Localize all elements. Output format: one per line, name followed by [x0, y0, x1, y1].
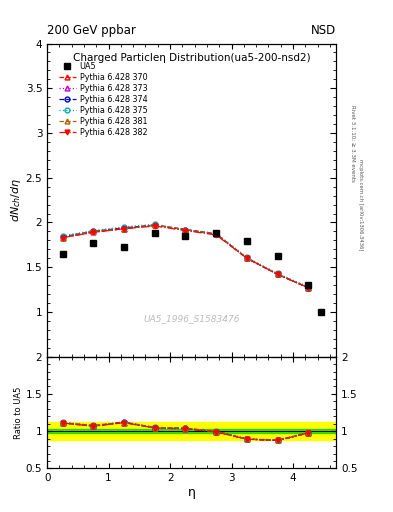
- X-axis label: η: η: [187, 486, 196, 499]
- UA5: [91, 240, 95, 246]
- UA5: [306, 282, 311, 288]
- Pythia 6.428 370: [214, 231, 219, 237]
- Pythia 6.428 370: [91, 229, 95, 236]
- Pythia 6.428 373: [244, 255, 249, 261]
- UA5: [152, 230, 157, 236]
- Pythia 6.428 374: [306, 285, 311, 291]
- Pythia 6.428 373: [152, 222, 157, 228]
- Pythia 6.428 381: [306, 285, 311, 291]
- Legend: UA5, Pythia 6.428 370, Pythia 6.428 373, Pythia 6.428 374, Pythia 6.428 375, Pyt: UA5, Pythia 6.428 370, Pythia 6.428 373,…: [57, 60, 149, 138]
- Pythia 6.428 370: [183, 226, 188, 232]
- Pythia 6.428 375: [275, 270, 280, 276]
- Pythia 6.428 375: [306, 284, 311, 290]
- Line: Pythia 6.428 381: Pythia 6.428 381: [60, 223, 311, 290]
- Pythia 6.428 373: [183, 227, 188, 233]
- Y-axis label: Ratio to UA5: Ratio to UA5: [14, 387, 23, 439]
- Pythia 6.428 374: [214, 231, 219, 237]
- Pythia 6.428 381: [244, 255, 249, 261]
- Pythia 6.428 370: [152, 222, 157, 228]
- Pythia 6.428 381: [152, 222, 157, 228]
- Line: Pythia 6.428 375: Pythia 6.428 375: [60, 222, 311, 289]
- Pythia 6.428 374: [60, 233, 65, 240]
- Text: UA5_1996_S1583476: UA5_1996_S1583476: [143, 314, 240, 324]
- UA5: [214, 230, 219, 236]
- Pythia 6.428 382: [60, 234, 65, 241]
- Pythia 6.428 374: [121, 225, 126, 231]
- Text: NSD: NSD: [311, 24, 336, 37]
- Pythia 6.428 375: [91, 227, 95, 233]
- Line: Pythia 6.428 382: Pythia 6.428 382: [60, 224, 311, 290]
- Pythia 6.428 381: [91, 228, 95, 234]
- Pythia 6.428 375: [60, 233, 65, 239]
- Pythia 6.428 375: [214, 230, 219, 236]
- Pythia 6.428 370: [275, 271, 280, 278]
- Pythia 6.428 374: [152, 222, 157, 228]
- Pythia 6.428 374: [244, 255, 249, 261]
- UA5: [60, 251, 65, 257]
- Pythia 6.428 373: [275, 271, 280, 278]
- Pythia 6.428 373: [214, 231, 219, 237]
- Pythia 6.428 382: [121, 226, 126, 232]
- Pythia 6.428 374: [275, 271, 280, 278]
- Text: 200 GeV ppbar: 200 GeV ppbar: [47, 24, 136, 37]
- Pythia 6.428 381: [275, 271, 280, 278]
- Pythia 6.428 375: [244, 254, 249, 261]
- UA5: [121, 244, 126, 250]
- Pythia 6.428 375: [152, 221, 157, 227]
- Line: Pythia 6.428 370: Pythia 6.428 370: [60, 223, 311, 290]
- UA5: [183, 233, 188, 239]
- Pythia 6.428 374: [183, 226, 188, 232]
- Pythia 6.428 381: [121, 226, 126, 232]
- Pythia 6.428 382: [306, 285, 311, 291]
- Pythia 6.428 373: [306, 285, 311, 291]
- Y-axis label: $dN_{ch}/d\eta$: $dN_{ch}/d\eta$: [9, 178, 23, 222]
- Pythia 6.428 381: [183, 226, 188, 232]
- Pythia 6.428 382: [152, 223, 157, 229]
- Pythia 6.428 373: [91, 228, 95, 234]
- Line: UA5: UA5: [59, 230, 324, 315]
- Pythia 6.428 375: [121, 224, 126, 230]
- Pythia 6.428 382: [275, 271, 280, 278]
- Pythia 6.428 373: [121, 226, 126, 232]
- Pythia 6.428 375: [183, 226, 188, 232]
- Pythia 6.428 370: [306, 285, 311, 291]
- Pythia 6.428 382: [214, 232, 219, 238]
- Pythia 6.428 370: [121, 226, 126, 232]
- UA5: [318, 309, 323, 315]
- Pythia 6.428 374: [91, 228, 95, 234]
- UA5: [275, 253, 280, 260]
- Pythia 6.428 382: [183, 227, 188, 233]
- Pythia 6.428 381: [214, 231, 219, 237]
- Pythia 6.428 373: [60, 233, 65, 240]
- Pythia 6.428 370: [244, 255, 249, 261]
- Pythia 6.428 381: [60, 234, 65, 241]
- Line: Pythia 6.428 373: Pythia 6.428 373: [60, 223, 311, 290]
- Text: Rivet 3.1.10; ≥ 3.3M events: Rivet 3.1.10; ≥ 3.3M events: [351, 105, 356, 182]
- Pythia 6.428 382: [244, 255, 249, 261]
- Pythia 6.428 370: [60, 234, 65, 241]
- Line: Pythia 6.428 374: Pythia 6.428 374: [60, 223, 311, 290]
- Pythia 6.428 382: [91, 229, 95, 236]
- Text: mcplots.cern.ch [arXiv:1306.3436]: mcplots.cern.ch [arXiv:1306.3436]: [358, 159, 363, 250]
- Text: Charged Particleη Distribution(ua5-200-nsd2): Charged Particleη Distribution(ua5-200-n…: [73, 53, 310, 63]
- UA5: [244, 238, 249, 244]
